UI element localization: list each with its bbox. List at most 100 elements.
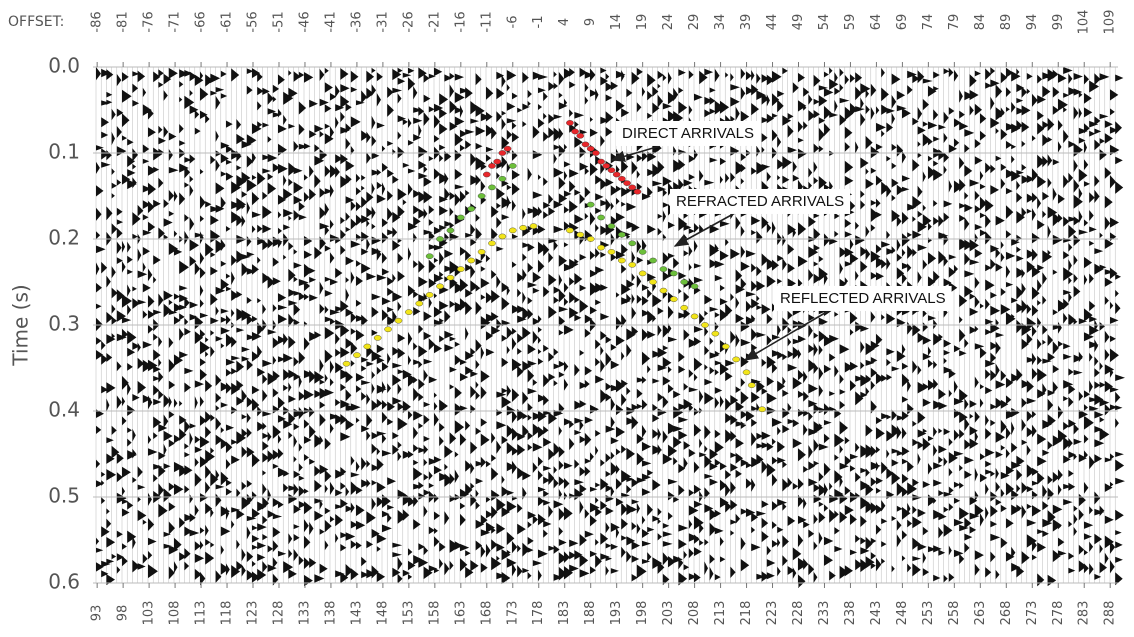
pick-point: [416, 301, 423, 306]
pick-point: [447, 228, 454, 233]
pick-point: [530, 224, 537, 229]
x-tick-label: 233: [817, 601, 832, 626]
x2-tick-label: 59: [843, 14, 858, 31]
x2-tick-label: 54: [817, 14, 832, 31]
x-tick-label: 268: [999, 601, 1014, 626]
pick-point: [592, 150, 599, 155]
pick-point: [743, 370, 750, 375]
pick-point: [509, 228, 516, 233]
pick-point: [618, 176, 625, 181]
x-tick-label: 118: [220, 601, 235, 626]
x-tick-label: 243: [869, 601, 884, 626]
x-tick-label: 193: [609, 601, 624, 626]
y-tick-label: 0.0: [48, 54, 80, 78]
y-axis-label: Time (s): [9, 284, 33, 366]
pick-point: [670, 297, 677, 302]
x-tick-label: 168: [479, 601, 494, 626]
pick-point: [681, 305, 688, 310]
pick-point: [613, 172, 620, 177]
pick-point: [468, 258, 475, 263]
x-tick-label: 133: [297, 601, 312, 626]
pick-point: [660, 288, 667, 293]
x-tick-label: 273: [1025, 601, 1040, 626]
x2-tick-label: -81: [116, 11, 131, 32]
pick-point: [566, 120, 573, 125]
pick-point: [353, 353, 360, 358]
pick-point: [649, 279, 656, 284]
x2-tick-label: -76: [142, 11, 157, 32]
x2-tick-label: 69: [895, 14, 910, 31]
pick-point: [629, 241, 636, 246]
x-tick-label: 98: [116, 605, 131, 622]
pick-point: [520, 225, 527, 230]
x2-tick-label: -6: [505, 16, 520, 29]
pick-point: [639, 271, 646, 276]
pick-point: [426, 292, 433, 297]
x2-tick-label: 49: [791, 14, 806, 31]
pick-point: [670, 271, 677, 276]
x2-tick-label: 19: [635, 14, 650, 31]
annotation: REFRACTED ARRIVALS: [676, 193, 844, 210]
x2-tick-label: 4: [557, 18, 572, 26]
x2-tick-label: -21: [427, 11, 442, 32]
x2-tick-label: -61: [220, 11, 235, 32]
pick-point: [582, 142, 589, 147]
pick-point: [597, 245, 604, 250]
pick-point: [468, 206, 475, 211]
offset-label: OFFSET:: [8, 14, 64, 30]
pick-point: [364, 344, 371, 349]
pick-point: [722, 344, 729, 349]
pick-point: [494, 159, 501, 164]
x-tick-label: 143: [349, 601, 364, 626]
x-tick-label: 228: [791, 601, 806, 626]
x-tick-label: 263: [973, 601, 988, 626]
x2-tick-label: 89: [999, 14, 1014, 31]
pick-point: [374, 335, 381, 340]
pick-point: [587, 202, 594, 207]
x2-tick-label: -26: [401, 11, 416, 32]
x-tick-label: 123: [246, 601, 261, 626]
x2-tick-label: -41: [323, 11, 338, 32]
pick-point: [478, 193, 485, 198]
chart: OFFSET: Time (s) 0.00.10.20.30.40.50.693…: [0, 0, 1134, 637]
x-tick-label: 258: [947, 601, 962, 626]
pick-point: [748, 383, 755, 388]
pick-point: [499, 176, 506, 181]
pick-point: [436, 236, 443, 241]
x2-tick-label: 99: [1051, 14, 1066, 31]
x-tick-label: 203: [661, 601, 676, 626]
x-tick-label: 113: [194, 601, 209, 626]
annotation: REFLECTED ARRIVALS: [780, 290, 946, 307]
pick-point: [681, 279, 688, 284]
x-tick-label: 278: [1051, 601, 1066, 626]
pick-point: [447, 275, 454, 280]
pick-point: [629, 185, 636, 190]
x-tick-label: 173: [505, 601, 520, 626]
x-tick-label: 153: [401, 601, 416, 626]
pick-point: [577, 133, 584, 138]
x2-tick-label: 79: [947, 14, 962, 31]
pick-point: [649, 258, 656, 263]
x-tick-label: 283: [1077, 601, 1092, 626]
pick-point: [587, 236, 594, 241]
x2-tick-label: 44: [765, 14, 780, 31]
pick-point: [488, 163, 495, 168]
pick-point: [691, 314, 698, 319]
x2-tick-label: 39: [739, 14, 754, 31]
pick-point: [608, 249, 615, 254]
x2-tick-label: 29: [687, 14, 702, 31]
pick-point: [733, 357, 740, 362]
x2-tick-label: -36: [349, 11, 364, 32]
x2-tick-label: -11: [479, 11, 494, 32]
pick-point: [660, 267, 667, 272]
pick-point: [572, 129, 579, 134]
x-tick-label: 163: [453, 601, 468, 626]
x2-tick-label: 9: [583, 18, 598, 26]
pick-point: [712, 331, 719, 336]
x-tick-label: 148: [375, 601, 390, 626]
x-tick-label: 223: [765, 601, 780, 626]
pick-point: [395, 318, 402, 323]
x-tick-label: 178: [531, 601, 546, 626]
pick-point: [629, 262, 636, 267]
x2-tick-label: -46: [297, 11, 312, 32]
